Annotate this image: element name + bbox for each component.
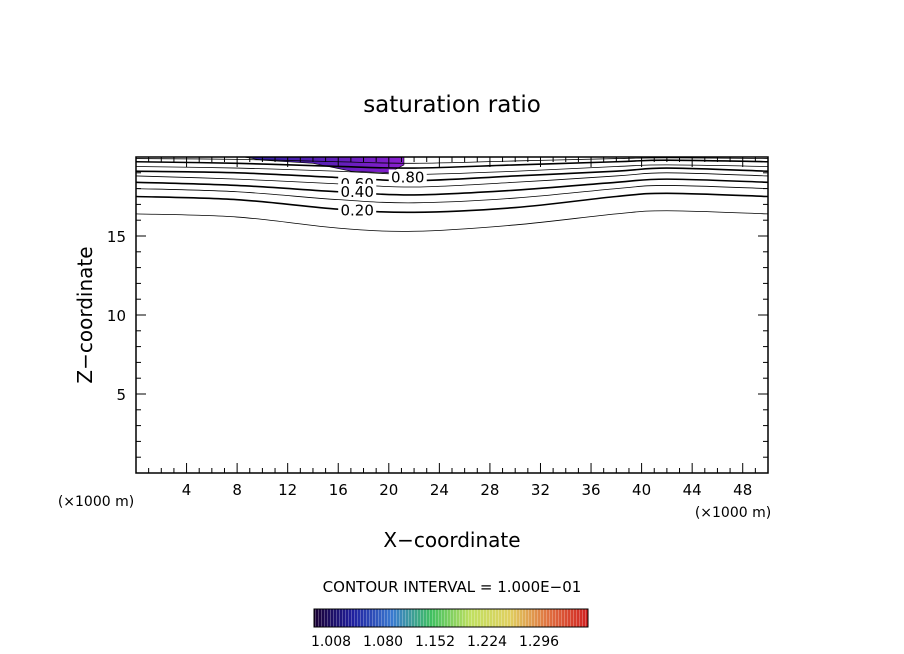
y-axis-label: Z−coordinate (73, 246, 97, 383)
contour-label-bg (338, 183, 377, 199)
colorbar-label: 1.296 (519, 634, 559, 650)
x-tick-label: 24 (430, 481, 449, 499)
x-tick-label: 16 (329, 481, 348, 499)
contour-label-bg (388, 169, 427, 185)
contour-line (136, 210, 768, 232)
x-tick-label: 4 (182, 481, 192, 499)
contour-line (136, 159, 768, 169)
x-axis-label: X−coordinate (383, 528, 520, 552)
x-axis-ticks: 4 8 12 16 20 24 28 32 36 40 44 48 (148, 157, 756, 499)
y-tick-label: 15 (107, 228, 126, 246)
x-tick-label: 28 (480, 481, 499, 499)
contour-line (136, 172, 768, 188)
x-tick-label: 8 (232, 481, 242, 499)
x-tick-label: 12 (278, 481, 297, 499)
contour-line (136, 157, 768, 164)
colorbar-label: 1.152 (415, 634, 455, 650)
contour-line (136, 167, 768, 182)
x-tick-label: 40 (632, 481, 651, 499)
contour-line (136, 185, 768, 204)
y-tick-label: 10 (107, 307, 126, 325)
y-tick-label: 5 (116, 386, 126, 404)
colorbar-label: 1.008 (311, 634, 351, 650)
colorbar-stripes (314, 609, 588, 627)
colorbar-label: 1.224 (467, 634, 507, 650)
contour-label: 0.20 (340, 202, 373, 220)
chart-title: saturation ratio (363, 92, 541, 118)
contour-label-bg (338, 202, 377, 218)
plot-frame (135, 156, 769, 474)
x-tick-label: 36 (581, 481, 600, 499)
contour-line (136, 164, 768, 175)
contour-line (136, 192, 768, 214)
contour-line (136, 178, 768, 196)
x-unit-label-left: (×1000 m) (58, 494, 134, 510)
colorbar-labels: 1.008 1.080 1.152 1.224 1.296 (311, 634, 559, 650)
contour-labels: 0.800.600.400.20 (338, 169, 427, 220)
x-tick-label: 20 (379, 481, 398, 499)
contour-label: 0.40 (340, 183, 373, 201)
contour-label: 0.80 (391, 169, 424, 187)
contour-lines (136, 157, 768, 232)
x-tick-label: 32 (531, 481, 550, 499)
colorbar-frame (313, 608, 589, 628)
contour-interval-text: CONTOUR INTERVAL = 1.000E−01 (323, 578, 582, 596)
x-tick-label: 44 (683, 481, 702, 499)
x-tick-label: 48 (733, 481, 752, 499)
colorbar-label: 1.080 (363, 634, 403, 650)
plot-area (136, 157, 768, 232)
colorbar (313, 608, 589, 628)
y-unit-label-right: (×1000 m) (695, 505, 771, 521)
y-axis-ticks: 5 10 15 (107, 172, 768, 458)
